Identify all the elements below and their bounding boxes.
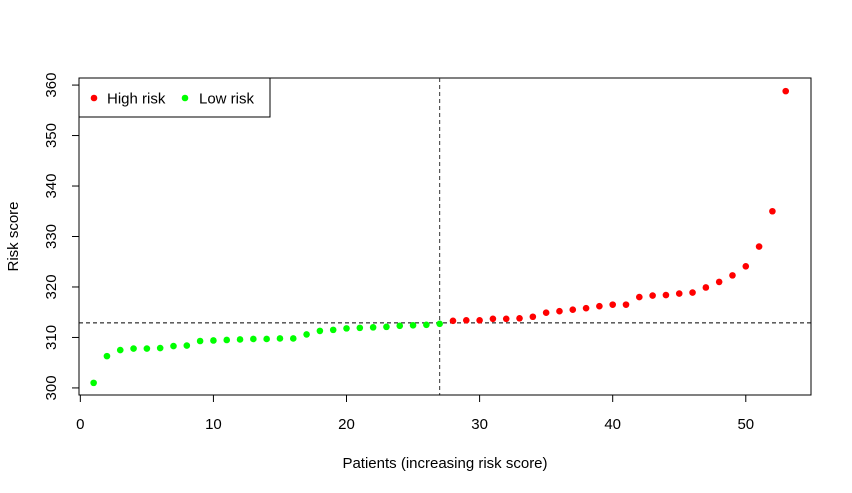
data-points <box>90 87 790 387</box>
point-high-risk <box>675 290 683 297</box>
legend-marker-low-risk <box>181 94 189 102</box>
point-low-risk <box>409 322 417 329</box>
point-low-risk <box>236 336 244 343</box>
point-low-risk <box>423 321 430 329</box>
point-high-risk <box>769 207 776 215</box>
point-high-risk <box>462 316 470 324</box>
y-tick-label: 330 <box>43 224 60 249</box>
point-low-risk <box>383 323 390 331</box>
point-low-risk <box>289 335 297 342</box>
y-tick-label: 350 <box>43 123 60 148</box>
point-low-risk <box>316 327 324 335</box>
point-low-risk <box>369 324 377 331</box>
point-low-risk <box>356 324 364 332</box>
point-low-risk <box>143 345 151 352</box>
y-axis-label: Risk score <box>5 201 22 271</box>
y-tick-label: 300 <box>43 375 60 400</box>
legend-label-low-risk: Low risk <box>199 91 255 108</box>
point-low-risk <box>90 379 97 387</box>
point-high-risk <box>729 272 736 279</box>
point-low-risk <box>329 326 337 334</box>
x-tick-label: 0 <box>76 416 84 433</box>
y-tick-label: 320 <box>43 274 60 299</box>
point-low-risk <box>170 342 177 350</box>
cutoff-lines <box>79 78 811 395</box>
point-high-risk <box>582 304 590 312</box>
point-low-risk <box>183 342 191 349</box>
x-axis-label: Patients (increasing risk score) <box>342 455 547 472</box>
x-tick-label: 30 <box>471 416 488 433</box>
point-low-risk <box>250 335 257 343</box>
point-high-risk <box>755 243 763 250</box>
point-high-risk <box>516 314 523 322</box>
point-low-risk <box>156 344 164 352</box>
point-low-risk <box>196 337 204 345</box>
point-high-risk <box>556 307 563 315</box>
y-tick-label: 310 <box>43 325 60 350</box>
y-axis: 300 310 320 330 340 350 360 <box>43 73 80 400</box>
legend-box <box>78 77 271 118</box>
point-low-risk <box>116 346 124 354</box>
point-high-risk <box>542 309 550 317</box>
point-low-risk <box>396 322 404 330</box>
x-tick-label: 50 <box>737 416 754 433</box>
x-tick-label: 40 <box>604 416 621 433</box>
legend-label-high-risk: High risk <box>107 91 166 108</box>
point-low-risk <box>263 335 270 343</box>
point-high-risk <box>622 301 630 308</box>
point-high-risk <box>489 315 497 323</box>
point-high-risk <box>596 302 603 310</box>
legend: High risk Low risk <box>78 77 271 118</box>
point-high-risk <box>715 278 723 286</box>
point-high-risk <box>782 87 790 95</box>
point-high-risk <box>449 317 457 325</box>
point-high-risk <box>742 262 750 270</box>
point-high-risk <box>649 292 656 299</box>
point-low-risk <box>210 337 217 344</box>
point-low-risk <box>103 352 111 360</box>
point-high-risk <box>502 315 510 323</box>
legend-marker-high-risk <box>90 94 98 102</box>
point-high-risk <box>569 306 577 313</box>
point-high-risk <box>662 291 670 299</box>
point-low-risk <box>343 325 350 332</box>
y-tick-label: 360 <box>43 73 60 98</box>
point-low-risk <box>436 320 443 328</box>
point-low-risk <box>276 335 284 342</box>
x-tick-label: 10 <box>205 416 222 433</box>
point-low-risk <box>130 345 137 352</box>
x-axis: 0 10 20 30 40 50 <box>76 394 754 433</box>
point-low-risk <box>223 336 231 344</box>
y-tick-label: 340 <box>43 174 60 199</box>
point-low-risk <box>303 331 310 338</box>
point-high-risk <box>529 313 537 321</box>
point-high-risk <box>689 289 696 296</box>
point-high-risk <box>476 316 483 324</box>
x-tick-label: 20 <box>338 416 355 433</box>
point-high-risk <box>702 284 710 291</box>
point-high-risk <box>609 301 616 308</box>
point-high-risk <box>636 293 643 301</box>
